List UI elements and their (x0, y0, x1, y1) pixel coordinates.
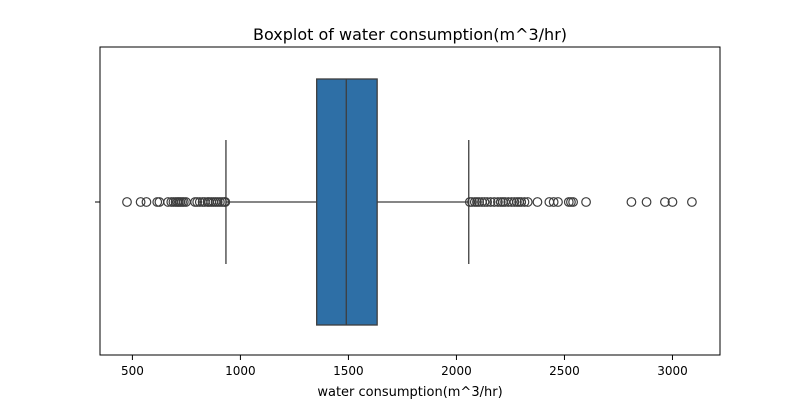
outlier-point (500, 197, 510, 207)
outlier-point (474, 197, 485, 207)
outlier-point (467, 197, 477, 207)
outlier-point (581, 197, 591, 207)
outlier-point (220, 197, 231, 207)
outlier-point (626, 197, 637, 207)
x-axis-label: water consumption(m^3/hr) (317, 385, 502, 400)
x-tick-label: 2000 (441, 364, 472, 378)
outlier-point (553, 197, 563, 207)
outlier-point (163, 197, 173, 207)
outlier-point (548, 197, 559, 207)
x-tick-label: 3000 (657, 364, 688, 378)
x-tick-label: 2500 (549, 364, 580, 378)
outlier-point (506, 197, 517, 207)
outlier-point (516, 197, 527, 207)
outlier-point (135, 197, 146, 207)
outlier-point (479, 197, 490, 207)
outlier-point (485, 197, 496, 207)
x-axis-ticks: 500 1000 1500 2000 2500 3000 (121, 355, 688, 378)
outlier-point (660, 197, 670, 207)
x-tick-label: 1000 (225, 364, 256, 378)
outlier-point (194, 197, 205, 207)
x-tick-label: 1500 (333, 364, 364, 378)
outlier-points (122, 197, 697, 207)
outlier-point (493, 197, 503, 207)
outlier-point (482, 197, 493, 207)
outlier-point (141, 197, 152, 207)
outlier-point (122, 197, 132, 207)
outlier-point (509, 197, 520, 207)
chart-title: Boxplot of water consumption(m^3/hr) (253, 25, 567, 44)
outlier-point (192, 197, 203, 207)
outlier-point (641, 197, 652, 207)
outlier-point (687, 197, 697, 207)
outlier-point (522, 197, 533, 207)
outlier-point (532, 197, 543, 207)
outlier-point (667, 197, 678, 207)
x-tick-label: 500 (121, 364, 144, 378)
outlier-point (568, 197, 579, 207)
outlier-point (519, 197, 530, 207)
